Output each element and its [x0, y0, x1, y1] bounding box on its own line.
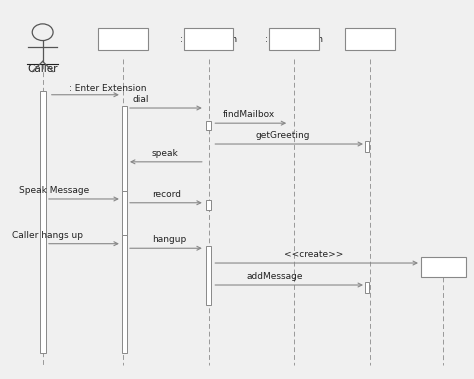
- Text: speak: speak: [152, 149, 178, 158]
- Bar: [206, 121, 210, 130]
- Bar: [269, 28, 319, 50]
- Bar: [345, 28, 394, 50]
- Text: Caller hangs up: Caller hangs up: [12, 230, 83, 240]
- Text: : Mailbox: : Mailbox: [349, 34, 390, 44]
- Bar: [122, 235, 127, 353]
- Bar: [99, 28, 148, 50]
- Bar: [122, 106, 127, 191]
- Text: hangup: hangup: [152, 235, 186, 244]
- Text: Speak Message: Speak Message: [19, 186, 89, 195]
- Bar: [421, 257, 465, 277]
- Bar: [122, 191, 127, 235]
- Text: : Connection: : Connection: [180, 34, 237, 44]
- Text: Caller: Caller: [27, 64, 58, 74]
- Text: getGreeting: getGreeting: [256, 131, 310, 140]
- Bar: [365, 282, 370, 293]
- Text: findMailbox: findMailbox: [223, 110, 275, 119]
- Text: dial: dial: [133, 95, 149, 104]
- Text: : MailSystem: : MailSystem: [265, 34, 323, 44]
- Bar: [184, 28, 233, 50]
- Bar: [206, 246, 210, 305]
- Text: addMessage: addMessage: [246, 272, 303, 281]
- Bar: [206, 200, 210, 210]
- Text: : Message: : Message: [420, 263, 466, 272]
- Text: : Telephone: : Telephone: [97, 34, 149, 44]
- Text: <<create>>: <<create>>: [284, 250, 344, 259]
- Text: record: record: [152, 190, 181, 199]
- Bar: [39, 91, 46, 353]
- Text: : Enter Extension: : Enter Extension: [69, 84, 146, 93]
- Bar: [365, 141, 370, 152]
